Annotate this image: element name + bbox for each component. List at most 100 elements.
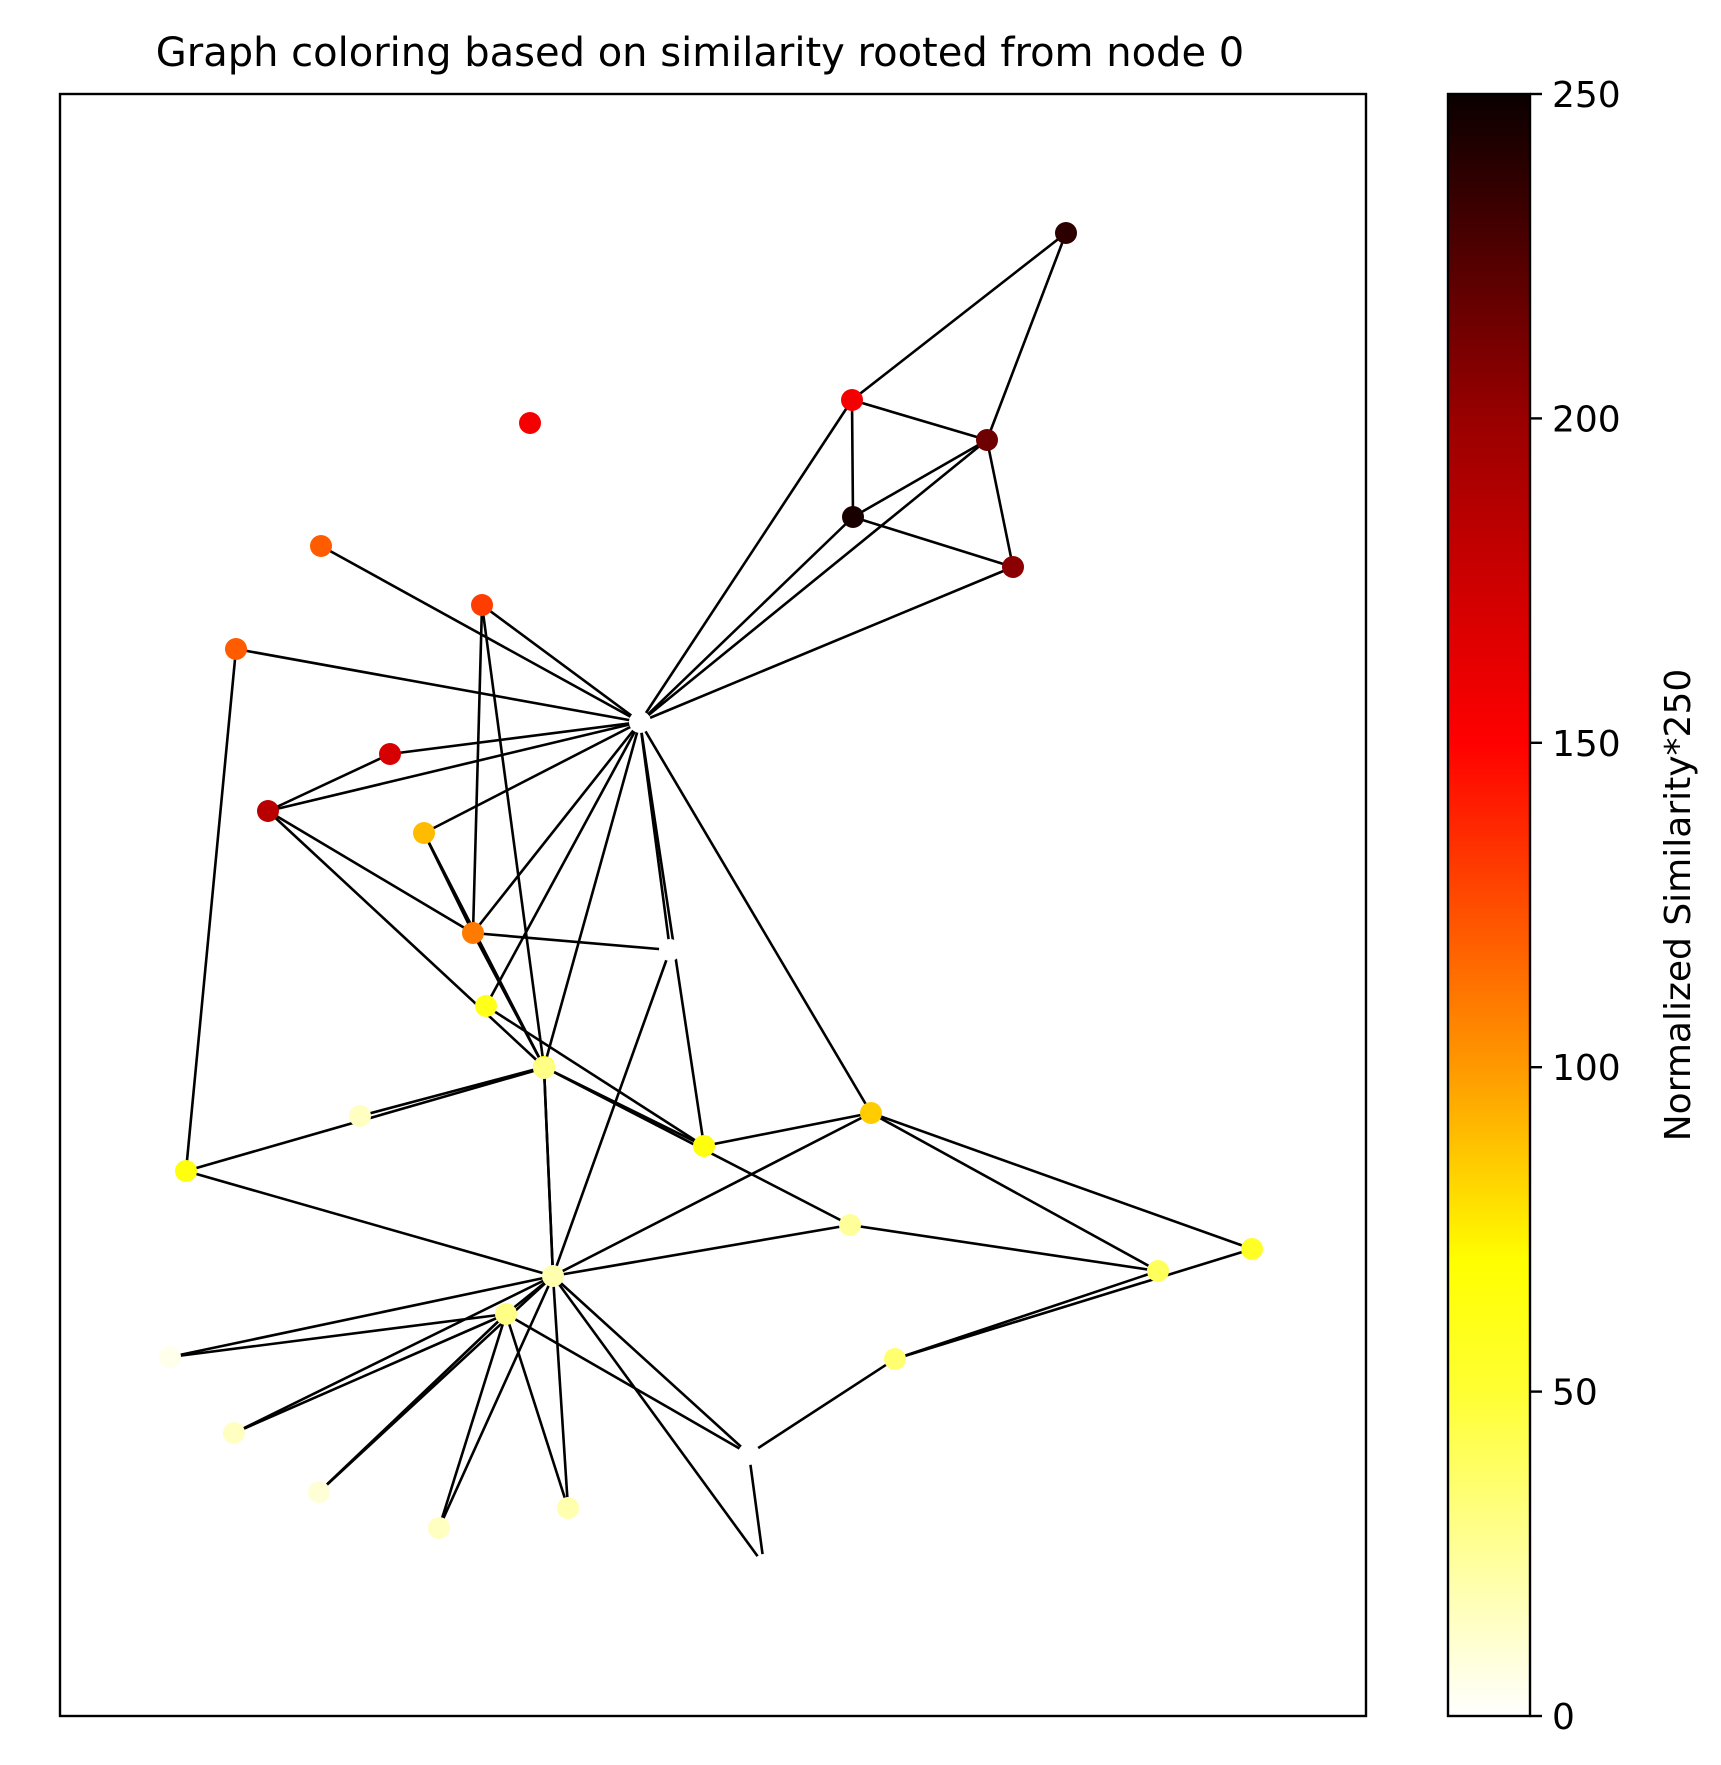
- graph-edge: [437, 1313, 508, 1529]
- graph-edge: [505, 1312, 750, 1456]
- graph-node-35: [559, 1029, 581, 1051]
- graph-node-25: [542, 1265, 564, 1287]
- colorbar-tick-label: 150: [1552, 724, 1621, 765]
- graph-edge: [638, 399, 854, 723]
- graph-edge: [849, 1223, 1159, 1273]
- graph-edge: [485, 1004, 705, 1148]
- graph-node-15: [475, 995, 497, 1017]
- graph-node-26: [495, 1303, 517, 1325]
- graph-edge: [852, 515, 1014, 569]
- graph-edges: [169, 231, 1253, 1566]
- graph-node-22: [839, 1214, 861, 1236]
- graph-edge: [985, 232, 1068, 441]
- graph-node-29: [753, 1554, 775, 1576]
- colorbar-label: Normalized Similarity*250: [1658, 669, 1699, 1142]
- graph-edge: [235, 647, 641, 724]
- graph-node-1: [841, 389, 863, 411]
- graph-edge: [267, 810, 545, 1068]
- graph-node-19: [349, 1105, 371, 1127]
- graph-edge: [267, 752, 391, 813]
- graph-edge: [852, 438, 988, 519]
- graph-edge: [471, 604, 484, 934]
- graph-edge: [638, 721, 873, 1114]
- graph-edge: [480, 604, 546, 1068]
- graph-node-18: [175, 1160, 197, 1182]
- graph-node-21: [693, 1135, 715, 1157]
- graph-edge: [551, 949, 672, 1277]
- graph-node-17: [533, 1057, 555, 1079]
- graph-node-11: [257, 800, 279, 822]
- chart-title: Graph coloring based on similarity roote…: [156, 30, 1244, 76]
- graph-node-34: [557, 1497, 579, 1519]
- graph-node-14: [659, 939, 681, 961]
- colorbar-gradient: [1446, 92, 1532, 1718]
- colorbar-ticks: 0 50 100 150 200 250: [1530, 75, 1621, 1738]
- graph-edge: [471, 721, 642, 934]
- graph-edge: [504, 1313, 570, 1509]
- graph-edge: [894, 1247, 1253, 1361]
- graph-edge: [267, 720, 641, 813]
- graph-node-7: [471, 594, 493, 616]
- plot-frame: [58, 92, 1368, 1718]
- graph-edge: [472, 931, 671, 952]
- graph-edge: [851, 398, 988, 442]
- graph-node-20: [860, 1102, 882, 1124]
- graph-edge: [471, 932, 546, 1068]
- graph-edge: [481, 603, 641, 724]
- graph-node-33: [428, 1517, 450, 1539]
- graph-edge: [184, 648, 238, 1172]
- graph-node-10: [379, 743, 401, 765]
- graph-edge: [437, 1275, 555, 1529]
- graph-edge: [851, 231, 1067, 402]
- graph-node-13: [462, 922, 484, 944]
- graph-node-3: [976, 429, 998, 451]
- graph-edge: [169, 1274, 554, 1359]
- graph-node-28: [738, 1443, 760, 1465]
- graph-edge: [703, 1111, 872, 1148]
- graph-edge: [552, 1275, 750, 1455]
- graph-node-32: [308, 1481, 330, 1503]
- graph-edge: [870, 1111, 1159, 1273]
- graph-edge: [542, 1067, 555, 1277]
- graph-edge: [359, 1065, 545, 1118]
- graph-edge: [318, 1313, 507, 1493]
- graph-node-6: [1002, 556, 1024, 578]
- graph-edge: [185, 1169, 554, 1278]
- graph-node-23: [1147, 1260, 1169, 1282]
- graph-edge: [169, 1312, 507, 1359]
- graph-node-2: [1055, 222, 1077, 244]
- colorbar-tick-label: 0: [1552, 1697, 1575, 1738]
- graph-edge: [233, 1312, 507, 1435]
- colorbar-tick-label: 250: [1552, 75, 1621, 116]
- graph-edge: [552, 1223, 851, 1278]
- graph-edge: [484, 721, 642, 1007]
- graph-node-5: [842, 506, 864, 528]
- graph-edge: [850, 399, 855, 518]
- graph-edge: [551, 1275, 766, 1566]
- graph-node-9: [310, 535, 332, 557]
- graph-edge: [542, 721, 642, 1068]
- graph-edge: [551, 1275, 570, 1509]
- graph-edge: [748, 1357, 896, 1456]
- colorbar-tick-label: 200: [1552, 399, 1621, 440]
- colorbar: 0 50 100 150 200 250 Normalized Similarity*25…: [1446, 75, 1699, 1738]
- graph-edge: [389, 720, 641, 756]
- graph-node-8: [225, 638, 247, 660]
- graph-node-0: [629, 711, 651, 733]
- graph-node-30: [159, 1346, 181, 1368]
- graph-edge: [639, 516, 854, 723]
- graph-node-12: [413, 822, 435, 844]
- graph-edge: [423, 720, 641, 835]
- graph-node-31: [223, 1422, 245, 1444]
- graph-node-27: [884, 1348, 906, 1370]
- graph-edge: [747, 1453, 766, 1566]
- graph-edge: [552, 1111, 872, 1278]
- graph-node-24: [1241, 1238, 1263, 1260]
- graph-node-4: [519, 412, 541, 434]
- graph-edge: [870, 1111, 1253, 1251]
- graph-edge: [638, 721, 706, 1147]
- colorbar-tick-label: 100: [1552, 1048, 1621, 1089]
- graph-nodes: [159, 222, 1263, 1576]
- colorbar-tick-label: 50: [1552, 1373, 1598, 1414]
- graph-edge: [639, 438, 988, 724]
